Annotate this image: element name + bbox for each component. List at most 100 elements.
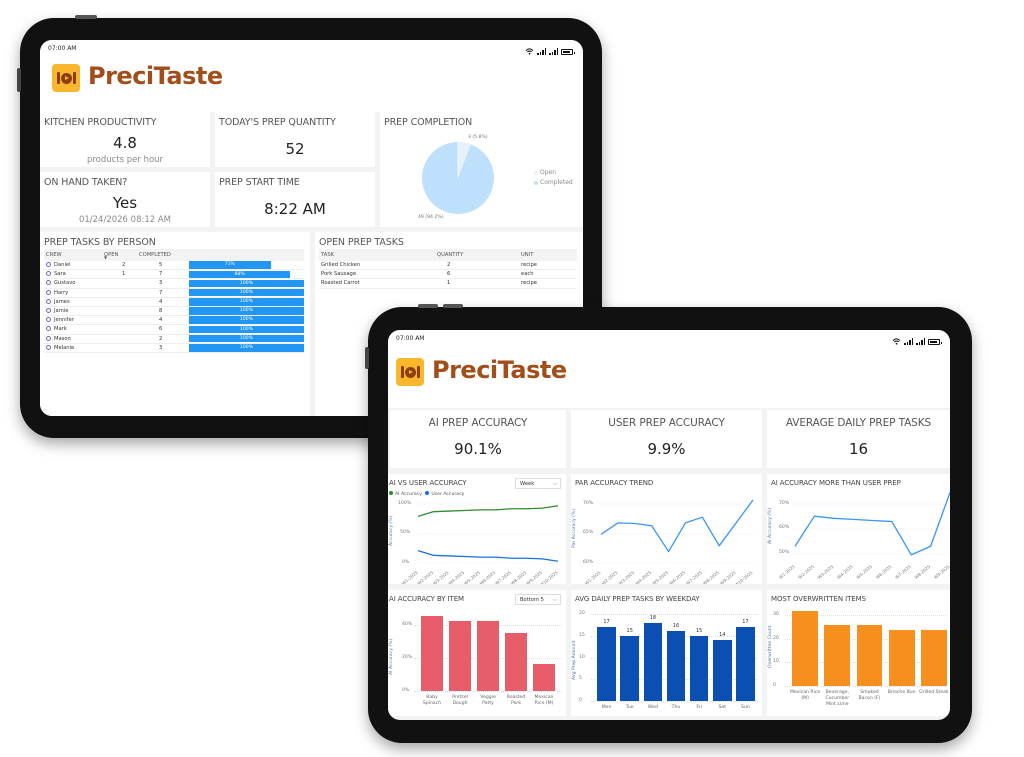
completed-cell: 4 xyxy=(159,298,163,305)
bar[interactable] xyxy=(620,635,639,701)
x-axis-label: Pretzel Dough xyxy=(452,695,468,706)
chart-legend: AI Accuracy User Accuracy xyxy=(389,491,464,497)
x-axis-label: Wed xyxy=(647,705,658,710)
column-header-quantity[interactable]: QUANTITY xyxy=(437,252,464,258)
completion-bar: 100% xyxy=(189,344,304,352)
bar[interactable] xyxy=(597,627,616,701)
legend-item-ai-accuracy[interactable]: AI Accuracy xyxy=(389,491,422,497)
overwritten-bar-chart[interactable]: 0 10 20 30 Mexican Rice (M) Beverage, Cucumbe… xyxy=(773,610,949,707)
bar[interactable] xyxy=(449,621,471,691)
svg-text:W7-2025: W7-2025 xyxy=(894,564,912,580)
svg-text:W5-2025: W5-2025 xyxy=(651,570,669,584)
column-header-completed[interactable]: COMPLETED xyxy=(139,252,171,258)
kpi-on-hand-taken: ON HAND TAKEN? Yes 01/24/2026 08:12 AM xyxy=(40,172,210,227)
period-dropdown[interactable]: Week ⌵ xyxy=(515,478,561,489)
x-axis-label: Fri xyxy=(696,705,702,710)
svg-text:W6-2025: W6-2025 xyxy=(875,564,893,580)
bar[interactable] xyxy=(477,621,499,691)
ai-accuracy-line-chart[interactable]: W1-2025 W2-2025 W3-2025 W4-2025 W5-2025 W6-20… xyxy=(767,474,950,584)
bar[interactable] xyxy=(824,624,851,686)
bar[interactable] xyxy=(736,627,755,701)
column-header-task[interactable]: TASK xyxy=(321,252,335,258)
signal-icon xyxy=(904,338,913,345)
quantity-cell: 2 xyxy=(447,262,451,269)
card-title: TODAY'S PREP QUANTITY xyxy=(219,117,336,128)
card-title: PAR ACCURACY TREND xyxy=(575,479,654,487)
completion-bar-cell: 71% xyxy=(189,261,304,269)
table-row[interactable]: Grilled Chicken 2 recipe xyxy=(319,261,577,271)
svg-text:W8-2025: W8-2025 xyxy=(914,564,932,580)
legend-item-user-accuracy[interactable]: User Accuracy xyxy=(425,491,464,497)
table-row[interactable]: Melanie 3 100% xyxy=(44,344,304,353)
tablet-2: 07:00 AM PreciTaste AI PREP ACCURACY 90. xyxy=(365,304,972,743)
x-axis-label: Grilled Steak xyxy=(919,690,949,695)
bar[interactable] xyxy=(505,632,527,691)
svg-text:W1-2025: W1-2025 xyxy=(584,570,602,584)
completed-cell: 7 xyxy=(159,271,163,278)
card-title: AI ACCURACY BY ITEM xyxy=(389,595,464,603)
bar[interactable] xyxy=(666,631,686,701)
crew-cell: Melanie xyxy=(44,344,104,351)
table-row[interactable]: Daniel 2 5 71% xyxy=(44,261,304,271)
table-header: CREW OPEN COMPLETED ▼ xyxy=(44,249,304,261)
kpi-value: Yes xyxy=(112,194,138,212)
column-header-crew[interactable]: CREW xyxy=(46,252,62,258)
completed-cell: 6 xyxy=(159,326,163,333)
weekday-bar-chart[interactable]: 0 5 10 15 20 17 Mon 15 Tue 18 Wed 16 Thu 15 Fri 14 Sat 17… xyxy=(571,590,762,716)
column-header-unit[interactable]: UNIT xyxy=(521,252,534,258)
bar[interactable] xyxy=(888,629,915,686)
table-row[interactable]: James 4 100% xyxy=(44,298,304,307)
table-row[interactable]: Harry 7 100% xyxy=(44,288,304,298)
svg-text:W3-2025: W3-2025 xyxy=(817,564,835,580)
pie-label-completed: 49 (94.2%) xyxy=(418,215,444,220)
kpi-value: 9.9% xyxy=(647,440,686,458)
bar[interactable] xyxy=(421,616,443,691)
table-row[interactable]: Mark 6 100% xyxy=(44,325,304,335)
bar[interactable] xyxy=(792,610,818,686)
pie-legend: Open Completed xyxy=(534,168,573,188)
wifi-icon xyxy=(892,338,901,345)
task-cell: Roasted Carrot xyxy=(321,280,360,287)
bar[interactable] xyxy=(713,640,732,701)
table-row[interactable]: Jennifer 4 100% xyxy=(44,316,304,326)
completed-cell: 4 xyxy=(159,317,163,324)
bar[interactable] xyxy=(856,624,883,686)
prep-tasks-table: CREW OPEN COMPLETED ▼ Daniel 2 5 71% Sara 1 7 8… xyxy=(44,249,304,353)
chevron-down-icon: ⌵ xyxy=(552,480,557,487)
table-row[interactable]: Mason 2 100% xyxy=(44,334,304,344)
bar[interactable] xyxy=(643,622,663,701)
prep-completion-pie[interactable] xyxy=(418,138,498,218)
tablet-button xyxy=(418,304,438,308)
bar[interactable] xyxy=(533,664,555,691)
status-icons xyxy=(892,338,942,345)
ai-vs-user-line-chart[interactable]: W1-2025W2-2025W3-2025W4-2025W5-2025W6-20… xyxy=(388,474,566,584)
user-icon xyxy=(46,308,51,314)
ai-accuracy-bar-chart[interactable]: 0% 20% 40% Baby Spinach Pretzel Dough Veggie … xyxy=(388,590,566,716)
bar[interactable] xyxy=(921,629,947,686)
legend-item-open[interactable]: Open xyxy=(534,168,573,178)
filter-dropdown[interactable]: Bottom 5 ⌵ xyxy=(515,594,561,605)
kpi-kitchen-productivity: KITCHEN PRODUCTIVITY 4.8 products per ho… xyxy=(40,112,210,167)
completion-bar: 100% xyxy=(189,316,304,324)
bar[interactable] xyxy=(689,635,709,701)
par-accuracy-line-chart[interactable]: W1-2025 W2-2025 W3-2025 W4-2025 W5-2025 W6-20… xyxy=(571,474,762,584)
completion-bar-cell: 100% xyxy=(189,298,304,306)
table-row[interactable]: Jamie 8 100% xyxy=(44,307,304,317)
svg-text:W6-2025: W6-2025 xyxy=(668,570,686,584)
sort-arrow-icon[interactable]: ▼ xyxy=(104,255,108,260)
legend-item-completed[interactable]: Completed xyxy=(534,178,573,188)
x-axis-label: Sun xyxy=(741,705,750,710)
quantity-cell: 6 xyxy=(447,271,451,278)
table-row[interactable]: Gustavo 3 100% xyxy=(44,279,304,289)
bar-value-label: 16 xyxy=(672,623,680,630)
table-row[interactable]: Pork Sausage 6 each xyxy=(319,270,577,280)
bar-value-label: 15 xyxy=(695,627,703,634)
completion-bar-cell: 100% xyxy=(189,307,304,315)
kpi-value: 8:22 AM xyxy=(264,200,326,218)
column-header-open[interactable]: OPEN xyxy=(104,252,119,258)
table-row[interactable]: Sara 1 7 88% xyxy=(44,270,304,280)
prep-tasks-by-person-card: PREP TASKS BY PERSON CREW OPEN COMPLETED… xyxy=(40,232,310,416)
table-row[interactable]: Roasted Carrot 1 recipe xyxy=(319,279,577,289)
kpi-average-daily-prep-tasks: AVERAGE DAILY PREP TASKS 16 xyxy=(767,410,950,468)
kpi-prep-start-time: PREP START TIME 8:22 AM xyxy=(215,172,375,227)
